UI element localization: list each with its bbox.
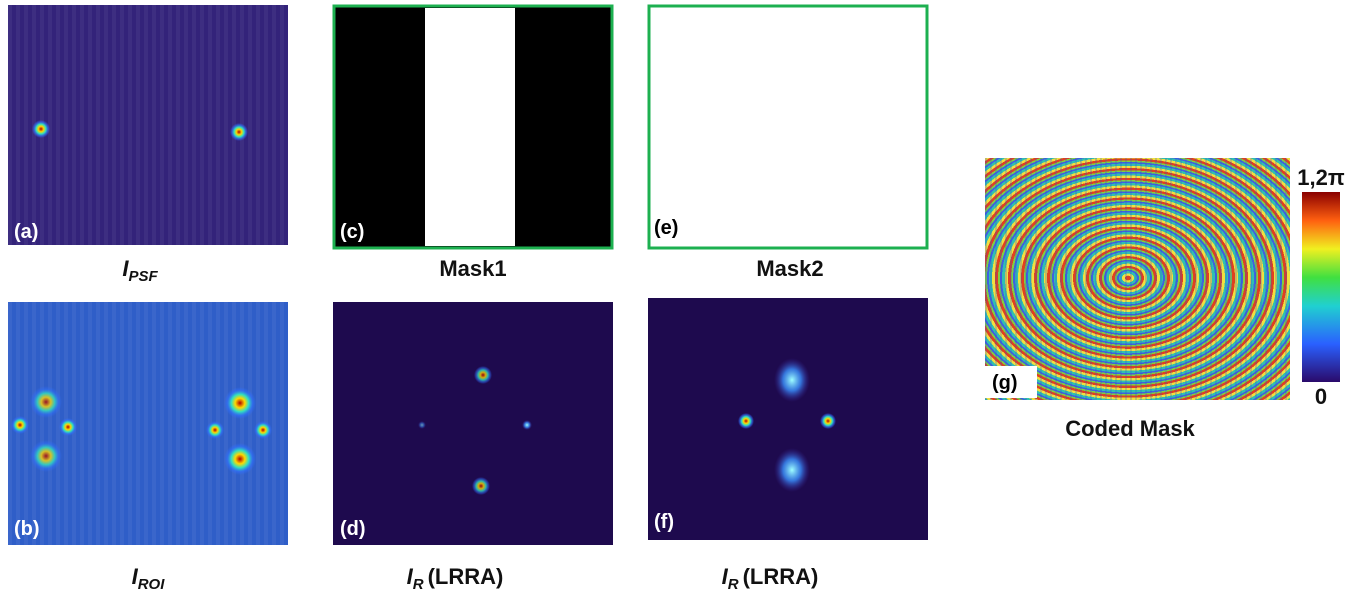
coded-mask-overlay [985,158,1290,400]
panel-a: (a) IPSF [8,5,288,285]
caption: IROI [132,564,166,593]
caption: IPSF [122,256,158,285]
caption: Mask1 [439,256,506,281]
caption: Coded Mask [1065,416,1195,441]
colorbar-max: 1,2π [1297,165,1345,190]
panel-label: (a) [14,221,38,243]
caption: IR(LRRA) [722,564,819,593]
panel-label: (b) [14,518,40,540]
panel-b: (b) IROI [8,302,288,593]
panel-label: (e) [654,217,678,239]
panel-label: (d) [340,518,366,540]
caption: Mask2 [756,256,823,281]
figure: (a) IPSF (b) IROI (c) Mask1 (d) IR(LRRA) [0,0,1360,598]
panel-c: (c) Mask1 [334,6,612,281]
colorbar-min: 0 [1315,384,1327,409]
panel-label: (c) [340,221,364,243]
panel-f: (f) IR(LRRA) [648,298,928,593]
panel-label: (f) [654,511,674,533]
panel-d: (d) IR(LRRA) [333,302,613,593]
panel-e: (e) Mask2 [649,6,927,281]
colorbar [1302,192,1340,382]
caption: IR(LRRA) [407,564,504,593]
